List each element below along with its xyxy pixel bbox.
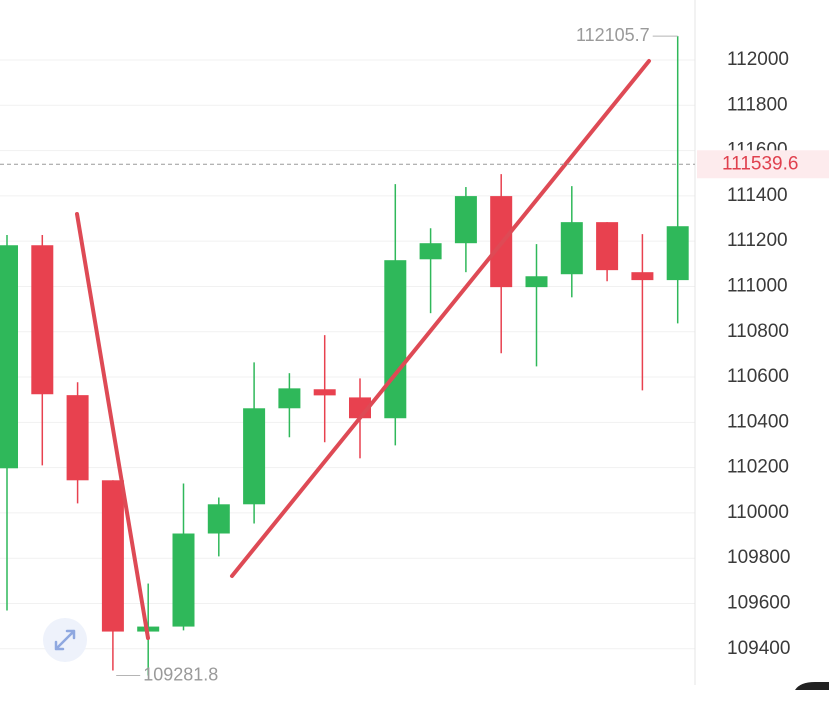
candle-body (596, 222, 619, 271)
y-tick-label: 110600 (727, 366, 789, 387)
candle-body (243, 408, 266, 505)
high-label: 112105.7 (576, 25, 650, 45)
candle-body (278, 388, 301, 409)
y-axis: 109400 109600 109800 110000 110200 110400 1106… (727, 49, 790, 659)
last-price-label: 111539.6 (722, 153, 798, 174)
candle-body (31, 245, 54, 395)
trend-line (75, 212, 150, 640)
y-tick-label: 109800 (727, 547, 790, 568)
y-tick-label: 111000 (727, 275, 788, 296)
candle-body (454, 196, 477, 244)
expand-icon[interactable] (43, 618, 87, 662)
grid (0, 59, 695, 650)
y-tick-label: 110000 (727, 502, 789, 523)
candle-body (631, 272, 654, 281)
annotations: 112105.7 109281.8 111539.6 (0, 25, 829, 684)
y-tick-label: 111200 (727, 230, 788, 251)
candle-body (207, 504, 230, 534)
candle-body (525, 276, 548, 288)
candle-body (313, 389, 336, 396)
candle-body (101, 480, 124, 632)
y-tick-label: 111800 (727, 94, 788, 115)
y-tick-label: 110400 (727, 411, 789, 432)
y-tick-label: 109400 (727, 638, 790, 659)
y-tick-label: 112000 (727, 49, 789, 70)
expand-glyph (54, 629, 76, 651)
candle-body (66, 395, 89, 481)
y-tick-label: 110800 (727, 321, 789, 342)
corner-shape (795, 682, 829, 690)
candle-body (384, 260, 407, 419)
candle-body (0, 245, 18, 469)
candle-body (172, 533, 195, 627)
y-tick-label: 109600 (727, 592, 790, 613)
y-tick-label: 111400 (727, 185, 788, 206)
candle-body (419, 243, 442, 260)
low-label: 109281.8 (143, 664, 218, 684)
last-price-box (697, 150, 829, 179)
trend-line (230, 59, 651, 578)
candles (0, 36, 689, 676)
y-tick-label: 110200 (727, 457, 789, 478)
candle-body (560, 222, 583, 275)
candle-body (666, 226, 689, 281)
